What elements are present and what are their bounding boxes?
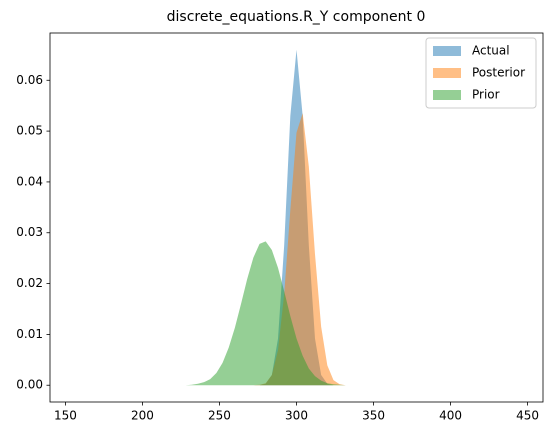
legend-label: Prior [472,88,500,102]
x-tick-label: 200 [131,409,154,423]
y-tick-label: 0.03 [16,225,43,239]
y-tick-label: 0.05 [16,124,43,138]
legend-label: Actual [472,44,510,58]
x-tick-label: 450 [516,409,539,423]
area [173,241,359,386]
legend-swatch [433,90,461,100]
legend-swatch [433,68,461,78]
y-tick-label: 0.06 [16,73,43,87]
y-tick-label: 0.04 [16,174,43,188]
y-tick-label: 0.01 [16,327,43,341]
x-tick-label: 350 [362,409,385,423]
y-tick-label: 0.00 [16,378,43,392]
legend-label: Posterior [472,66,525,80]
area [173,113,359,386]
x-tick-label: 250 [208,409,231,423]
y-tick-label: 0.02 [16,276,43,290]
plot-area [173,49,359,386]
x-tick-label: 300 [285,409,308,423]
legend-swatch [433,46,461,56]
x-tick-label: 400 [439,409,462,423]
x-tick-label: 150 [54,409,77,423]
chart-title: discrete_equations.R_Y component 0 [167,9,426,25]
